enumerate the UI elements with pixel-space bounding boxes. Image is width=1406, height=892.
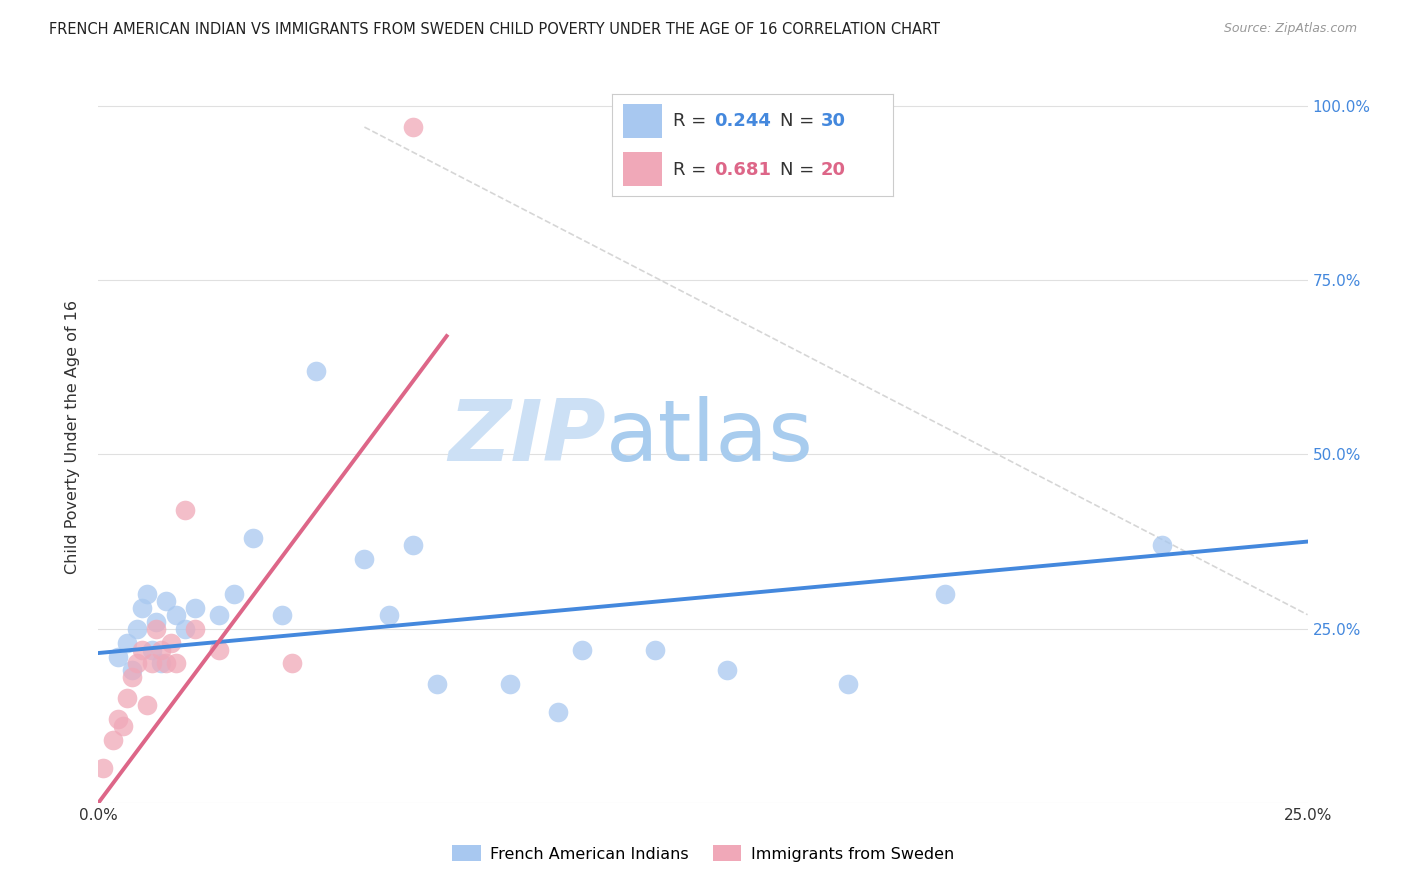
Point	[165, 607, 187, 622]
Point	[165, 657, 187, 671]
Point	[271, 607, 294, 622]
Point	[127, 657, 149, 671]
Point	[150, 642, 173, 657]
Point	[107, 712, 129, 726]
Text: 20: 20	[821, 161, 846, 178]
Point	[141, 657, 163, 671]
Text: R =: R =	[673, 161, 713, 178]
Legend: French American Indians, Immigrants from Sweden: French American Indians, Immigrants from…	[446, 838, 960, 868]
Point	[155, 594, 177, 608]
Text: 0.244: 0.244	[714, 112, 770, 130]
Point	[934, 587, 956, 601]
Point	[402, 538, 425, 552]
Point	[184, 622, 207, 636]
Point	[117, 635, 139, 649]
FancyBboxPatch shape	[623, 104, 662, 137]
Text: FRENCH AMERICAN INDIAN VS IMMIGRANTS FROM SWEDEN CHILD POVERTY UNDER THE AGE OF : FRENCH AMERICAN INDIAN VS IMMIGRANTS FRO…	[49, 22, 941, 37]
Point	[107, 649, 129, 664]
Point	[117, 691, 139, 706]
Point	[135, 698, 157, 713]
Text: atlas: atlas	[606, 395, 814, 479]
Point	[402, 120, 425, 134]
Point	[91, 761, 114, 775]
Point	[145, 615, 167, 629]
Text: N =: N =	[780, 161, 820, 178]
Text: 30: 30	[821, 112, 846, 130]
Point	[242, 531, 264, 545]
Point	[155, 657, 177, 671]
Point	[127, 622, 149, 636]
Text: 0.681: 0.681	[714, 161, 772, 178]
Point	[184, 600, 207, 615]
Point	[174, 622, 197, 636]
Point	[135, 587, 157, 601]
FancyBboxPatch shape	[623, 153, 662, 186]
Text: R =: R =	[673, 112, 713, 130]
Point	[101, 733, 124, 747]
Point	[644, 642, 666, 657]
Point	[208, 642, 231, 657]
Point	[281, 657, 304, 671]
Point	[1152, 538, 1174, 552]
Point	[571, 642, 593, 657]
Point	[174, 503, 197, 517]
Point	[837, 677, 859, 691]
Point	[141, 642, 163, 657]
Point	[150, 657, 173, 671]
Point	[498, 677, 520, 691]
Point	[145, 622, 167, 636]
Point	[716, 664, 738, 678]
Y-axis label: Child Poverty Under the Age of 16: Child Poverty Under the Age of 16	[65, 300, 80, 574]
Point	[131, 642, 153, 657]
Point	[353, 552, 375, 566]
Point	[377, 607, 399, 622]
Point	[121, 664, 143, 678]
Text: ZIP: ZIP	[449, 395, 606, 479]
Point	[222, 587, 245, 601]
Point	[426, 677, 449, 691]
Text: Source: ZipAtlas.com: Source: ZipAtlas.com	[1223, 22, 1357, 36]
Point	[305, 364, 328, 378]
Point	[547, 705, 569, 719]
Text: N =: N =	[780, 112, 820, 130]
Point	[208, 607, 231, 622]
Point	[121, 670, 143, 684]
Point	[160, 635, 183, 649]
Point	[111, 719, 134, 733]
Point	[131, 600, 153, 615]
